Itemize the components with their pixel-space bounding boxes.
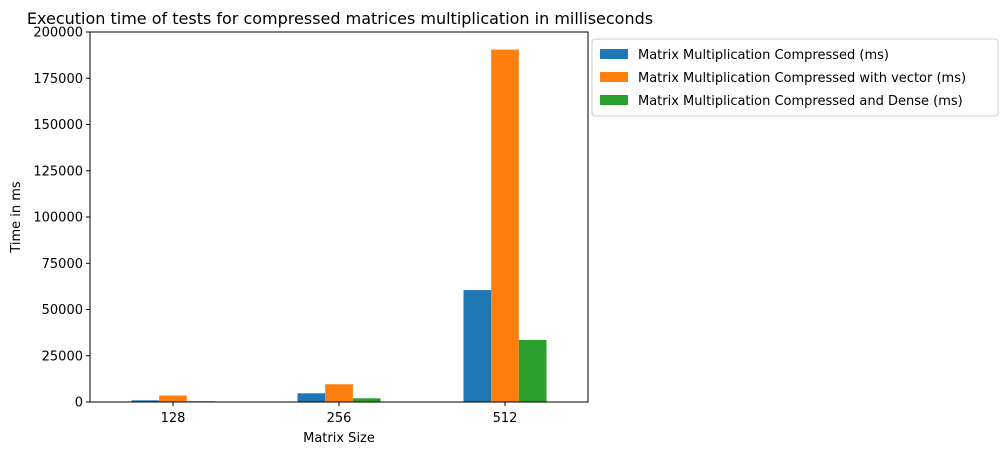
y-tick-label: 175000 [33, 72, 83, 87]
legend-swatch [600, 95, 628, 105]
y-tick-label: 0 [75, 396, 83, 411]
legend-entry: Matrix Multiplication Compressed and Den… [638, 94, 963, 109]
bar-3-256 [352, 398, 381, 402]
x-tick-label: 256 [327, 411, 352, 426]
y-tick-label: 100000 [33, 211, 83, 226]
chart-title: Execution time of tests for compressed m… [27, 9, 653, 28]
y-tick-label: 150000 [33, 118, 83, 133]
bar-1-256 [297, 393, 326, 402]
y-tick-label: 200000 [33, 26, 83, 41]
legend-swatch [600, 49, 628, 59]
legend-swatch [600, 72, 628, 82]
x-axis-label: Matrix Size [303, 431, 375, 446]
y-tick-label: 125000 [33, 164, 83, 179]
x-tick-label: 128 [161, 411, 186, 426]
legend: Matrix Multiplication Compressed (ms) Mat… [591, 38, 999, 117]
bar-2-256 [325, 384, 353, 402]
legend-frame [591, 38, 999, 117]
bar-2-512 [491, 49, 519, 402]
y-axis-label: Time in ms [9, 181, 24, 254]
x-tick-label: 512 [493, 411, 518, 426]
y-tick-label: 75000 [42, 257, 83, 272]
bar-3-512 [518, 340, 547, 402]
y-tick-label: 50000 [42, 303, 83, 318]
bar-1-128 [131, 400, 160, 402]
bar-1-512 [463, 290, 492, 402]
plot-area: 0 25000 50000 75000 100000 125000 150000 175000… [33, 26, 589, 426]
y-tick-label: 25000 [42, 349, 83, 364]
bar-2-128 [159, 395, 187, 402]
legend-entry: Matrix Multiplication Compressed (ms) [638, 48, 889, 63]
legend-entry: Matrix Multiplication Compressed with ve… [638, 71, 966, 86]
